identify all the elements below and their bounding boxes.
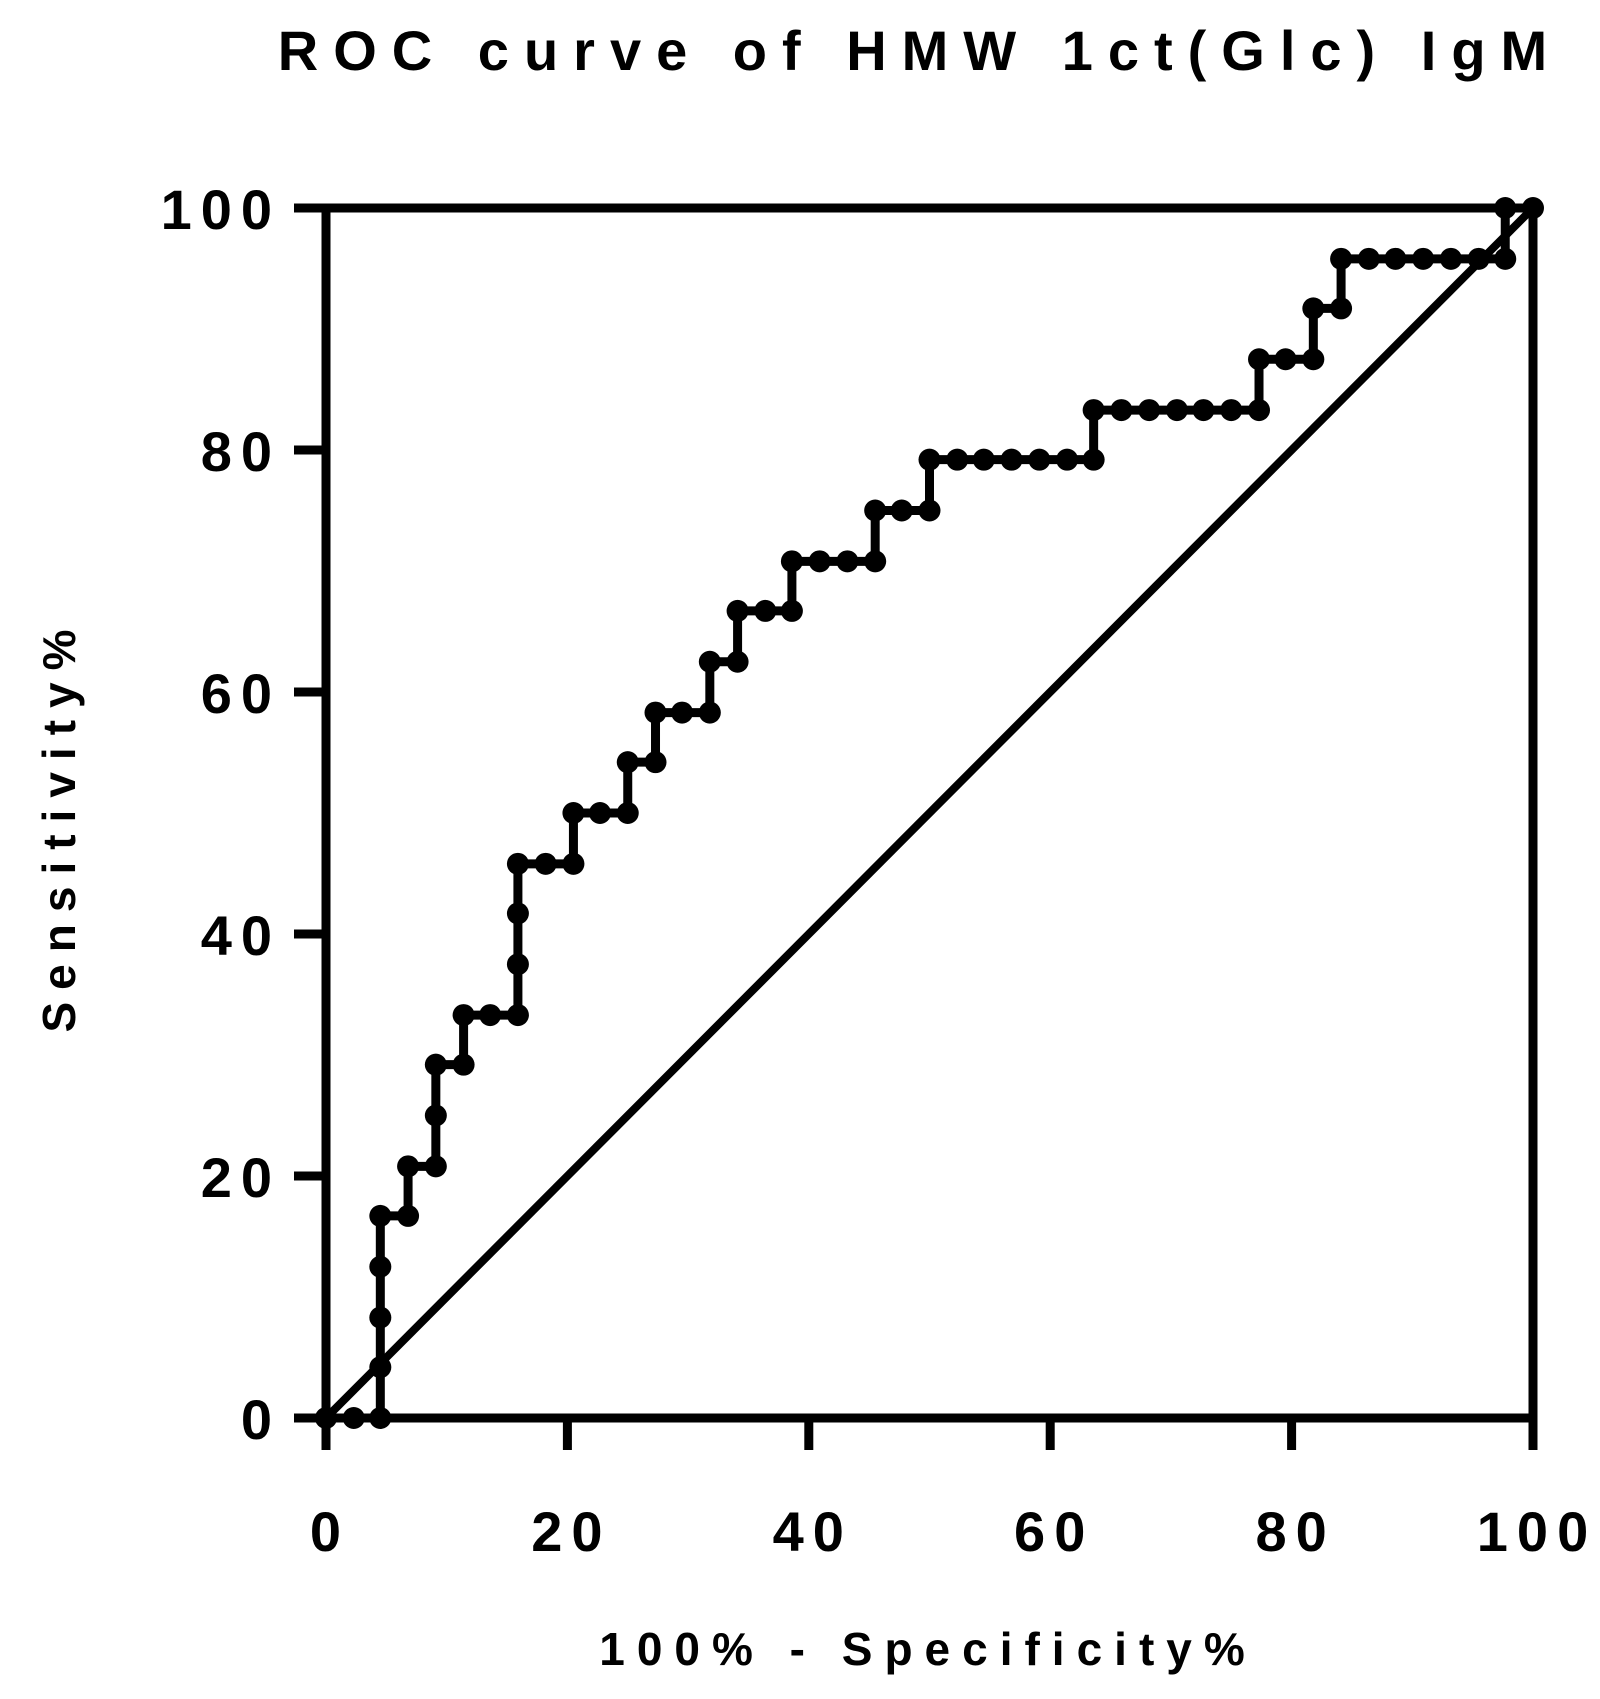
roc-point <box>1138 399 1161 422</box>
roc-point <box>1494 247 1517 270</box>
roc-point <box>1248 399 1271 422</box>
roc-point <box>1192 399 1215 422</box>
chart-title: ROC curve of HMW 1ct(Glc) IgM <box>278 19 1562 82</box>
roc-point <box>946 448 969 471</box>
roc-point <box>1274 348 1297 371</box>
y-tick-label: 20 <box>201 1146 281 1209</box>
roc-point <box>754 599 777 622</box>
roc-point <box>616 751 639 774</box>
roc-point <box>918 448 941 471</box>
x-tick-label: 40 <box>773 1500 853 1563</box>
roc-point <box>369 1255 392 1278</box>
roc-point <box>698 650 721 673</box>
y-axis-title: Sensitivity% <box>33 618 85 1033</box>
roc-point <box>864 550 887 573</box>
x-tick-label: 100 <box>1477 1500 1597 1563</box>
x-tick-label: 0 <box>310 1500 350 1563</box>
roc-point <box>1330 297 1353 320</box>
roc-point <box>506 1004 529 1027</box>
roc-point <box>1165 399 1188 422</box>
roc-point <box>698 701 721 724</box>
roc-point <box>1000 448 1023 471</box>
roc-point <box>424 1155 447 1178</box>
roc-point <box>864 499 887 522</box>
roc-point <box>369 1407 392 1429</box>
roc-point <box>534 852 557 875</box>
roc-point <box>1056 448 1079 471</box>
roc-point <box>506 852 529 875</box>
roc-point <box>1357 247 1380 270</box>
roc-point <box>780 599 803 622</box>
roc-point <box>506 953 529 976</box>
plot-area: 0 20 40 60 80 100 0 20 40 60 80 100 <box>161 178 1597 1563</box>
y-tick-label: 80 <box>201 420 281 483</box>
x-tick-label: 20 <box>531 1500 611 1563</box>
roc-point <box>369 1204 392 1227</box>
roc-point <box>644 751 667 774</box>
plot-frame <box>321 203 1538 1423</box>
roc-point <box>671 701 694 724</box>
roc-point <box>479 1004 502 1027</box>
roc-point <box>1082 448 1105 471</box>
y-tick-label: 40 <box>201 904 281 967</box>
roc-point <box>890 499 913 522</box>
y-tick-label: 60 <box>201 662 281 725</box>
roc-point <box>369 1306 392 1329</box>
roc-point <box>1248 348 1271 371</box>
roc-point <box>397 1155 420 1178</box>
y-tick-label: 0 <box>241 1388 281 1451</box>
roc-point <box>726 599 749 622</box>
roc-point <box>1330 247 1353 270</box>
roc-point <box>918 499 941 522</box>
roc-point <box>452 1053 475 1076</box>
roc-point <box>397 1204 420 1227</box>
roc-point <box>424 1053 447 1076</box>
reference-line <box>323 205 1536 1421</box>
roc-point <box>506 902 529 925</box>
roc-point <box>342 1407 365 1429</box>
roc-point <box>588 802 611 824</box>
roc-point <box>836 550 859 573</box>
roc-point <box>1439 247 1462 270</box>
roc-point <box>1082 399 1105 422</box>
x-tick-label: 60 <box>1014 1500 1094 1563</box>
roc-point <box>1302 297 1325 320</box>
roc-point <box>644 701 667 724</box>
roc-point <box>1412 247 1435 270</box>
roc-point <box>726 650 749 673</box>
roc-point <box>1028 448 1051 471</box>
x-tick-label: 80 <box>1255 1500 1335 1563</box>
roc-point <box>616 802 639 824</box>
roc-point <box>808 550 831 573</box>
roc-point <box>1494 197 1517 219</box>
roc-point <box>424 1104 447 1127</box>
roc-point <box>972 448 995 471</box>
roc-point <box>780 550 803 573</box>
x-axis-title: 100% - Specificity% <box>599 1623 1257 1675</box>
roc-point <box>1384 247 1407 270</box>
y-tick-label: 100 <box>161 178 281 241</box>
roc-point <box>1110 399 1133 422</box>
roc-point <box>562 802 585 824</box>
roc-point <box>1302 348 1325 371</box>
roc-point <box>562 852 585 875</box>
roc-point <box>1220 399 1243 422</box>
roc-point <box>452 1004 475 1027</box>
